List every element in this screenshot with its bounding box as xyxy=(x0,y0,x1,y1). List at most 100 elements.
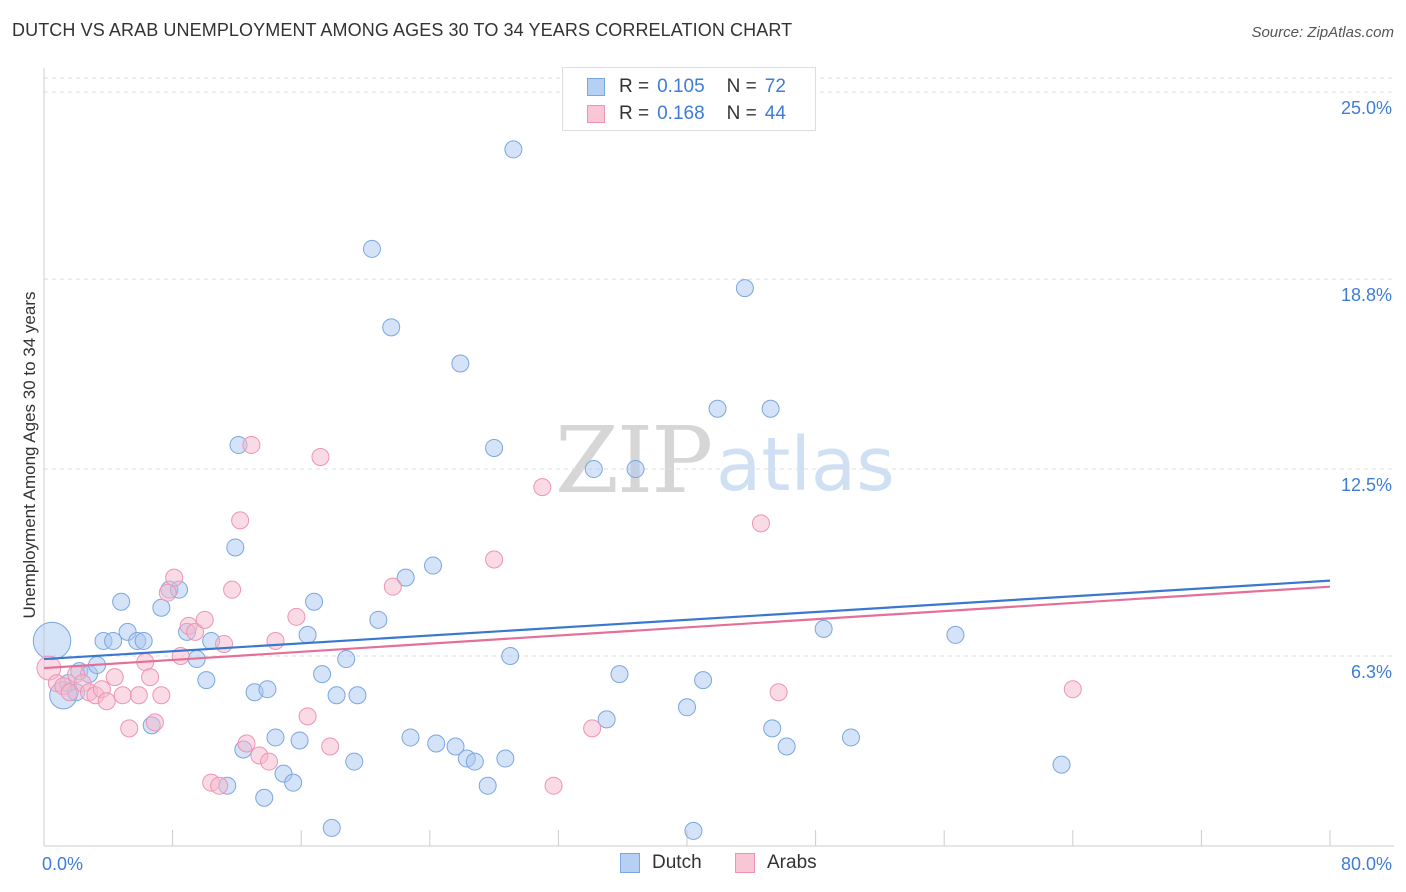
dutch-r-value: 0.105 xyxy=(657,76,705,97)
dutch-point xyxy=(946,625,965,644)
arabs-point xyxy=(1063,680,1082,699)
dutch-point xyxy=(465,752,484,771)
arabs-point xyxy=(141,668,160,687)
arabs-point xyxy=(242,435,261,454)
dutch-point xyxy=(152,598,171,617)
series-legend: Dutch Arabs xyxy=(0,852,1406,878)
dutch-point xyxy=(258,680,277,699)
dutch-point xyxy=(197,671,216,690)
arabs-point xyxy=(769,683,788,702)
legend-item-arabs[interactable]: Arabs xyxy=(735,852,817,874)
arabs-legend-swatch xyxy=(735,853,755,873)
legend-row-dutch: R = 0.105 N = 72 xyxy=(587,75,786,99)
dutch-point xyxy=(226,538,245,557)
y-tick-label: 18.8% xyxy=(1341,285,1392,305)
arabs-point xyxy=(158,583,177,602)
dutch-point xyxy=(761,399,780,418)
dutch-point xyxy=(735,279,754,298)
arabs-r-label: R = xyxy=(619,103,650,124)
dutch-legend-swatch xyxy=(620,853,640,873)
dutch-point xyxy=(348,686,367,705)
dutch-point xyxy=(369,610,388,629)
arabs-point xyxy=(210,776,229,795)
correlation-legend: R = 0.105 N = 72 R = 0.168 N = 44 xyxy=(562,67,816,131)
dutch-point xyxy=(362,239,381,258)
y-tick-label: 6.3% xyxy=(1351,662,1392,682)
dutch-point xyxy=(814,619,833,638)
arabs-point xyxy=(145,713,164,732)
dutch-point xyxy=(345,752,364,771)
dutch-point xyxy=(446,737,465,756)
arabs-r-value: 0.168 xyxy=(657,103,705,124)
dutch-point xyxy=(298,625,317,644)
dutch-point xyxy=(284,773,303,792)
y-tick-label: 12.5% xyxy=(1341,475,1392,495)
arabs-point xyxy=(215,634,234,653)
dutch-point xyxy=(424,556,443,575)
arabs-point xyxy=(165,568,184,587)
arabs-point xyxy=(321,737,340,756)
arabs-swatch xyxy=(587,105,605,123)
dutch-point xyxy=(451,354,470,373)
arabs-n-value: 44 xyxy=(764,103,786,124)
dutch-point xyxy=(32,621,72,661)
arabs-point xyxy=(113,686,132,705)
dutch-point xyxy=(597,710,616,729)
dutch-n-value: 72 xyxy=(764,76,786,97)
watermark-atlas: atlas xyxy=(716,422,895,508)
dutch-point xyxy=(694,671,713,690)
arabs-point xyxy=(152,686,171,705)
dutch-point xyxy=(485,438,504,457)
dutch-point xyxy=(1052,755,1071,774)
dutch-point xyxy=(305,592,324,611)
dutch-point xyxy=(313,665,332,684)
arabs-point xyxy=(60,683,79,702)
arabs-point xyxy=(129,686,148,705)
arabs-point xyxy=(485,550,504,569)
arabs-point xyxy=(223,580,242,599)
dutch-point xyxy=(841,728,860,747)
dutch-point xyxy=(112,592,131,611)
dutch-point xyxy=(337,650,356,669)
dutch-point xyxy=(504,140,523,159)
dutch-point xyxy=(478,776,497,795)
arabs-point xyxy=(383,577,402,596)
dutch-point xyxy=(501,647,520,666)
dutch-point xyxy=(708,399,727,418)
dutch-point xyxy=(266,728,285,747)
dutch-point xyxy=(396,568,415,587)
dutch-point xyxy=(427,734,446,753)
arabs-point xyxy=(298,707,317,726)
arabs-legend-label: Arabs xyxy=(767,852,817,873)
dutch-point xyxy=(496,749,515,768)
dutch-point xyxy=(255,788,274,807)
chart-title: DUTCH VS ARAB UNEMPLOYMENT AMONG AGES 30… xyxy=(12,20,793,40)
arabs-point xyxy=(105,668,124,687)
dutch-point xyxy=(327,686,346,705)
dutch-swatch xyxy=(587,78,605,96)
arabs-point xyxy=(287,607,306,626)
y-tick-label: 25.0% xyxy=(1341,98,1392,118)
arabs-point xyxy=(751,514,770,533)
dutch-point xyxy=(382,318,401,337)
dutch-point xyxy=(678,698,696,717)
x-tick-label-min: 0.0% xyxy=(42,854,83,874)
source-label: Source: ZipAtlas.com xyxy=(1251,24,1394,41)
arabs-point xyxy=(311,448,330,466)
arabs-point xyxy=(266,631,285,650)
arabs-point xyxy=(120,719,139,738)
dutch-point xyxy=(684,821,703,840)
dutch-point xyxy=(777,737,796,756)
x-tick-label-max: 80.0% xyxy=(1341,854,1392,874)
legend-row-arabs: R = 0.168 N = 44 xyxy=(587,102,786,126)
arabs-point xyxy=(237,734,256,753)
arabs-point xyxy=(97,692,116,711)
dutch-point xyxy=(104,631,123,650)
dutch-point xyxy=(584,460,603,479)
dutch-point xyxy=(322,818,341,837)
dutch-n-label: N = xyxy=(726,76,757,97)
arabs-point xyxy=(260,752,279,771)
legend-item-dutch[interactable]: Dutch xyxy=(620,852,702,874)
arabs-point xyxy=(231,511,250,530)
